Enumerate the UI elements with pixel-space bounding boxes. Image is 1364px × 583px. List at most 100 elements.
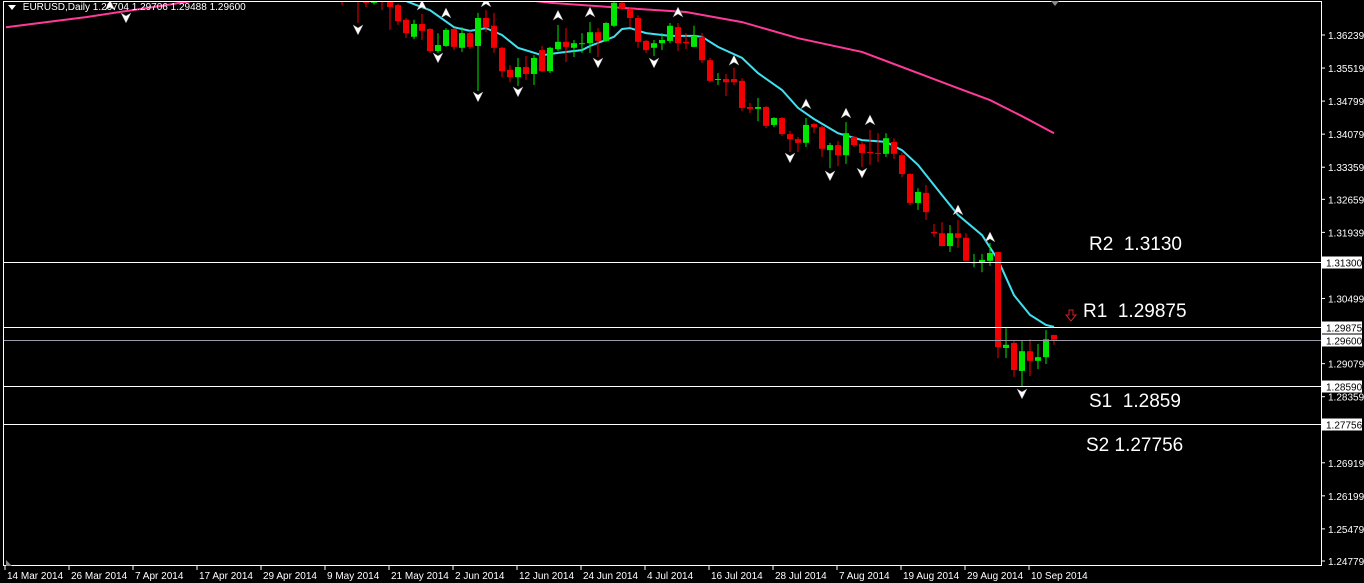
x-tick-label: 14 Mar 2014	[7, 571, 64, 582]
candle-body	[467, 33, 473, 47]
candle	[443, 28, 449, 47]
candle	[611, 2, 617, 28]
x-tick-label: 28 Jul 2014	[775, 571, 827, 582]
candle	[547, 46, 553, 74]
x-tick-label: 29 Aug 2014	[967, 571, 1024, 582]
time-axis[interactable]: 14 Mar 2014 26 Mar 2014 7 Apr 2014 17 Apr 2…	[4, 565, 1088, 582]
x-tick-label: 16 Jul 2014	[711, 571, 763, 582]
dropdown-triangle-icon[interactable]	[8, 4, 16, 10]
candle-body	[499, 47, 505, 72]
candle-body	[595, 32, 601, 41]
candle-body	[811, 124, 817, 128]
candle-body	[867, 151, 873, 153]
candle-body	[859, 144, 865, 153]
s1-label: S1 1.2859	[1089, 391, 1181, 412]
candle-body	[803, 124, 809, 143]
candle-body	[395, 5, 401, 22]
candle-body	[611, 2, 617, 26]
candle	[427, 28, 433, 53]
candle-body	[707, 60, 713, 81]
candle-body	[571, 43, 577, 48]
candle-body	[539, 50, 545, 72]
candle-body	[899, 155, 905, 175]
candle	[915, 188, 921, 210]
candle	[627, 6, 633, 28]
candle-body	[907, 174, 913, 203]
candle-body	[699, 36, 705, 61]
candle	[483, 10, 489, 33]
candle-body	[1051, 334, 1057, 340]
candle-body	[819, 127, 825, 149]
candle-body	[1043, 339, 1049, 358]
candle-body	[1035, 357, 1041, 361]
candle	[667, 23, 673, 44]
x-tick-label: 2 Jun 2014	[455, 571, 505, 582]
y-tick-label: 1.26919	[1328, 459, 1364, 470]
x-tick-label: 9 May 2014	[327, 571, 380, 582]
candle-body	[451, 28, 457, 47]
fractal-down-arrow-icon	[432, 52, 444, 64]
candle	[883, 133, 889, 158]
fractal-up-arrow-icon	[984, 231, 996, 243]
candle-body	[987, 252, 993, 261]
candle-body	[579, 43, 585, 45]
candles	[341, 2, 1057, 387]
ohlc-values: 1.29704 1.29706 1.29488 1.29600	[92, 2, 246, 13]
candle	[475, 12, 481, 91]
candle-body	[731, 79, 737, 83]
candle	[563, 28, 569, 63]
candle-body	[635, 17, 641, 42]
x-tick-label: 12 Jun 2014	[519, 571, 574, 582]
x-tick-label: 17 Apr 2014	[199, 571, 253, 582]
candle-body	[883, 138, 889, 154]
level-price-badge	[1322, 418, 1362, 431]
candle	[739, 78, 745, 112]
candle-body	[619, 2, 625, 9]
candle	[579, 33, 585, 53]
candle-body	[851, 136, 857, 146]
candle	[491, 12, 497, 53]
candle-body	[443, 29, 449, 46]
fractal-down-arrow-icon	[472, 91, 484, 103]
candle-body	[843, 133, 849, 156]
candle-body	[675, 27, 681, 44]
candle-body	[563, 41, 569, 47]
y-tick-label: 1.28359	[1328, 393, 1364, 404]
level-price-badge	[1322, 256, 1362, 269]
candle-body	[643, 40, 649, 51]
y-tick-label: 1.31939	[1328, 228, 1364, 239]
candle	[1027, 339, 1033, 376]
candle	[939, 222, 945, 247]
price-axis[interactable]: 1.36239 1.35519 1.34799 1.34079 1.33359 1.326…	[1321, 31, 1364, 568]
r2-label: R2 1.3130	[1089, 234, 1182, 255]
candle	[403, 17, 409, 39]
y-tick-label: 1.29079	[1328, 360, 1364, 371]
candle	[1035, 343, 1041, 370]
fractal-up-arrow-icon	[728, 54, 740, 66]
candle-body	[363, 2, 369, 3]
candle-body	[771, 118, 777, 125]
candle-body	[1019, 351, 1025, 371]
candle	[851, 135, 857, 147]
candle-body	[475, 17, 481, 46]
candle-body	[483, 17, 489, 28]
candle	[523, 56, 529, 80]
y-tick-label: 1.30499	[1328, 294, 1364, 305]
candle-body	[915, 191, 921, 203]
candle-body	[715, 79, 721, 81]
candle-body	[667, 25, 673, 41]
fractal-up-arrow-icon	[416, 2, 428, 11]
candle	[867, 129, 873, 165]
fractal-up-arrow-icon	[552, 9, 564, 21]
candle	[683, 33, 689, 50]
candle	[587, 22, 593, 53]
chart-shift-marker-icon[interactable]	[1051, 1, 1059, 6]
candle	[931, 224, 937, 237]
fractal-down-arrow-icon	[512, 86, 524, 98]
candle	[707, 57, 713, 83]
candle-body	[947, 233, 953, 247]
y-tick-label: 1.33359	[1328, 163, 1364, 174]
candle-body	[507, 69, 513, 78]
